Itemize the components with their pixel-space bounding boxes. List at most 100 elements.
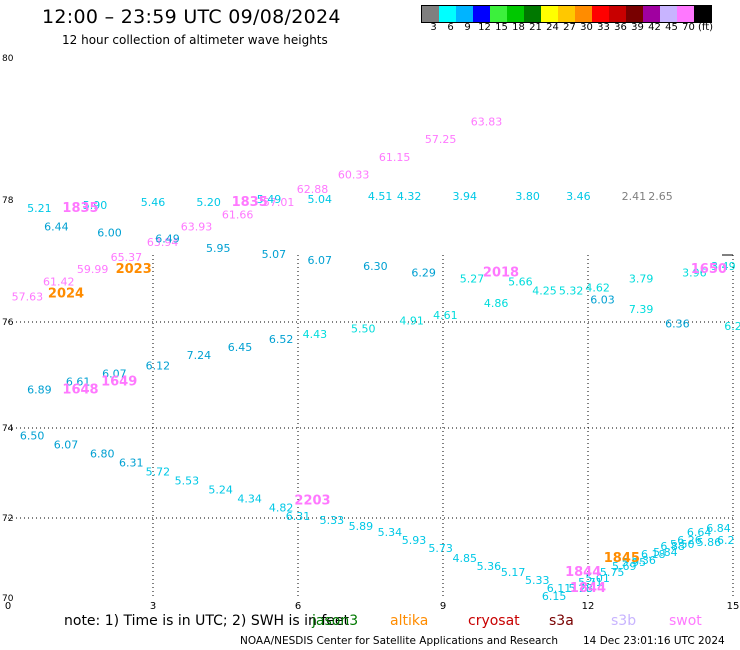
legend-s3b: s3b (611, 613, 637, 629)
data-label: 6.64 (687, 526, 712, 539)
track-time-label: 2023 (116, 262, 152, 277)
x-tick-label: 15 (727, 601, 740, 612)
scale-swatch (660, 6, 677, 22)
data-label: 6.45 (228, 341, 253, 354)
legend-s3a: s3a (549, 613, 574, 629)
data-label: 5.86 (697, 536, 722, 549)
data-label: 6.07 (54, 438, 79, 451)
data-label: 5.17 (501, 566, 526, 579)
scale-swatch (524, 6, 541, 22)
data-label: 6.29 (411, 266, 436, 279)
data-label: 5.95 (622, 556, 647, 569)
data-label: 6.61 (66, 376, 91, 389)
scale-label: 36 (614, 22, 627, 33)
data-label: 3.46 (566, 190, 591, 203)
scale-swatch (507, 6, 524, 22)
y-tick-label: 74 (2, 424, 14, 434)
data-label: 4.91 (399, 315, 424, 328)
data-label: 5.50 (351, 323, 376, 336)
scale-swatch (575, 6, 592, 22)
scale-label: (ft) (697, 22, 714, 33)
track-time-label: 1835 (232, 195, 268, 210)
data-label: 5.36 (477, 560, 502, 573)
footer-timestamp: 14 Dec 23:01:16 UTC 2024 (583, 635, 725, 647)
data-label: 5.75 (600, 566, 625, 579)
y-tick-label: 70 (2, 594, 14, 604)
data-label: 5.49 (257, 193, 282, 206)
scale-label: 70 (682, 22, 695, 33)
data-label: 6.49 (155, 233, 180, 246)
track-time-label: 1650 (691, 262, 727, 277)
track-time-label: 1648 (62, 383, 98, 398)
data-label: 5.71 (578, 576, 603, 589)
data-label: 4.51 (368, 190, 393, 203)
x-tick-label: 6 (295, 601, 301, 612)
data-label: 3.80 (515, 190, 540, 203)
track-time-label: 2024 (48, 287, 84, 302)
data-label: 5.07 (262, 248, 287, 261)
data-label: 6.2 (724, 320, 740, 333)
data-label: 5.01 (585, 572, 610, 585)
data-label: 3.79 (629, 272, 654, 285)
scale-swatch (694, 6, 711, 22)
data-label: 6.2 (717, 534, 735, 547)
data-label: 5.33 (320, 514, 345, 527)
data-label: 6.31 (286, 510, 311, 523)
data-label: 5.27 (460, 272, 485, 285)
track-time-label: 2203 (294, 494, 330, 509)
data-label: 57.63 (12, 291, 44, 304)
data-label: 65.37 (111, 251, 143, 264)
track-time-label: 1844 (565, 565, 601, 580)
data-label: 57.01 (263, 196, 295, 209)
data-label: 5.84 (653, 546, 678, 559)
data-label: 3.94 (453, 190, 478, 203)
data-label: 57.25 (425, 133, 457, 146)
data-label: 6.18 (641, 548, 666, 561)
data-label: 63.83 (471, 115, 503, 128)
data-label: 5.32 (559, 285, 584, 298)
data-label: 5.66 (508, 275, 533, 288)
y-tick-label: 78 (2, 196, 14, 206)
data-label: 6.31 (119, 456, 144, 469)
data-label: 61.42 (43, 275, 75, 288)
data-label: 5.46 (141, 196, 166, 209)
data-label: 6.36 (665, 317, 690, 330)
scale-label: 42 (648, 22, 661, 33)
data-label: 2.41 (622, 190, 647, 203)
scale-swatch (677, 6, 694, 22)
x-tick-label: 12 (582, 601, 595, 612)
data-label: 6.07 (102, 368, 127, 381)
color-scale-bar (421, 5, 712, 23)
scale-label: 33 (597, 22, 610, 33)
data-label: 5.20 (196, 196, 221, 209)
data-label: 6.89 (27, 384, 52, 397)
data-label: 6.15 (542, 590, 567, 603)
data-label: 5.33 (525, 574, 550, 587)
data-label: 5.28 (569, 582, 594, 595)
track-time-label: 1649 (101, 375, 137, 390)
data-label: 4.85 (453, 552, 478, 565)
data-label: 6.03 (590, 294, 615, 307)
legend-altika: altika (390, 613, 429, 629)
scale-label: 3 (430, 22, 437, 33)
data-label: 6.12 (146, 360, 171, 373)
data-label: 60.33 (338, 169, 370, 182)
y-tick-label: 76 (2, 318, 14, 328)
scale-swatch (626, 6, 643, 22)
data-label: 4.25 (532, 285, 557, 298)
scale-label: 12 (478, 22, 491, 33)
data-label: 6.26 (677, 534, 702, 547)
data-label: 5.89 (349, 520, 374, 533)
data-label: 4.82 (269, 501, 294, 514)
scale-label: 21 (529, 22, 542, 33)
data-label: 62.88 (297, 183, 329, 196)
data-label: 6.80 (90, 447, 115, 460)
page-title: 12:00 – 23:59 UTC 09/08/2024 (42, 6, 341, 28)
y-tick-label: 80 (2, 54, 14, 64)
scale-label: 15 (495, 22, 508, 33)
scale-swatch (439, 6, 456, 22)
data-label: 5.93 (402, 534, 427, 547)
scale-label: 18 (512, 22, 525, 33)
data-label: 5.95 (206, 242, 231, 255)
